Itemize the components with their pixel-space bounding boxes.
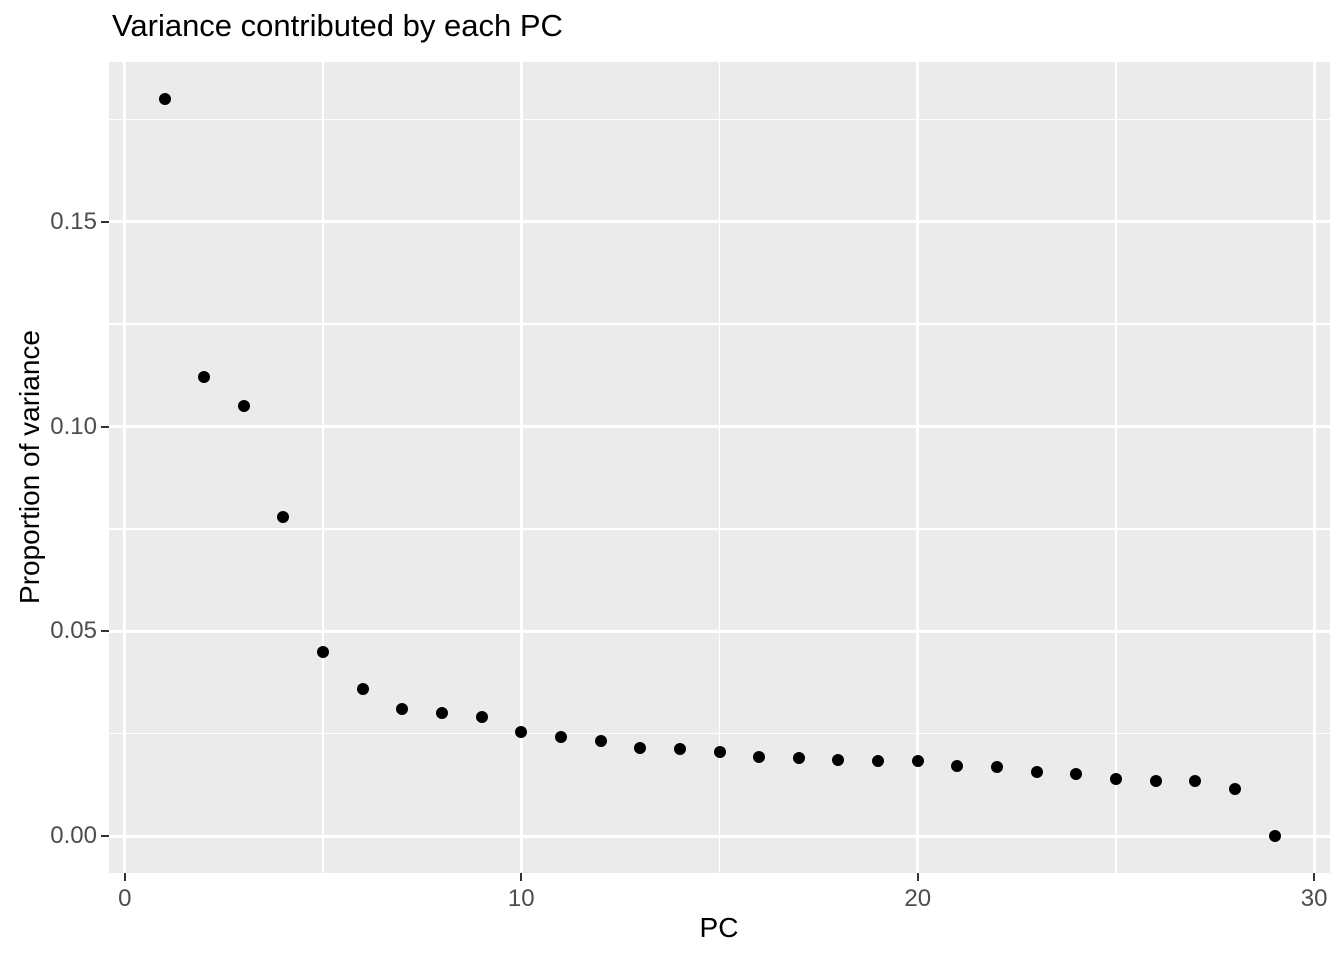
data-point — [1268, 830, 1281, 843]
y-tick-mark — [101, 835, 109, 838]
x-tick-mark — [123, 873, 126, 881]
y-tick-mark — [101, 425, 109, 428]
data-point — [753, 750, 766, 763]
data-point — [317, 645, 330, 658]
x-tick-mark — [1313, 873, 1316, 881]
x-tick-label: 30 — [1300, 885, 1328, 912]
x-tick-mark — [916, 873, 919, 881]
y-tick-label: 0.00 — [50, 822, 97, 850]
data-point — [832, 754, 845, 767]
y-tick-label: 0.10 — [50, 412, 97, 440]
data-point — [1109, 772, 1122, 785]
gridline-minor-vertical — [322, 62, 324, 873]
data-point — [158, 92, 171, 105]
data-point — [951, 760, 964, 773]
data-point — [872, 755, 885, 768]
data-point — [356, 682, 369, 695]
gridline-minor-horizontal — [109, 528, 1330, 530]
data-point — [713, 746, 726, 759]
y-tick-label: 0.15 — [50, 207, 97, 235]
data-point — [475, 711, 488, 724]
x-tick-label: 0 — [118, 885, 132, 912]
gridline-major-vertical — [916, 62, 920, 873]
gridline-major-horizontal — [109, 220, 1330, 224]
y-tick-mark — [101, 220, 109, 223]
y-axis-title: Proportion of variance — [14, 330, 45, 604]
gridline-minor-horizontal — [109, 323, 1330, 325]
data-point — [594, 734, 607, 747]
plot-title: Variance contributed by each PC — [112, 8, 563, 43]
data-point — [277, 510, 290, 523]
x-axis-title: PC — [699, 912, 739, 943]
data-point — [198, 371, 211, 384]
gridline-major-horizontal — [109, 834, 1330, 838]
gridline-minor-vertical — [718, 62, 721, 873]
data-point — [991, 760, 1003, 773]
data-point — [515, 725, 528, 738]
x-tick-mark — [520, 873, 523, 881]
gridline-major-vertical — [1312, 62, 1316, 873]
gridline-major-vertical — [123, 62, 127, 873]
data-point — [673, 743, 686, 756]
y-tick-mark — [101, 630, 109, 633]
gridline-minor-horizontal — [109, 732, 1330, 735]
x-tick-label: 20 — [904, 885, 932, 912]
data-point — [436, 707, 448, 720]
x-tick-label: 10 — [507, 885, 535, 912]
gridline-major-horizontal — [109, 629, 1330, 633]
data-point — [911, 755, 924, 768]
data-point — [237, 400, 250, 413]
plot-panel — [109, 62, 1330, 873]
data-point — [1149, 774, 1162, 787]
data-point — [634, 742, 647, 755]
data-point — [792, 751, 805, 764]
data-point — [1189, 774, 1202, 787]
gridline-minor-horizontal — [109, 118, 1330, 121]
data-point — [396, 703, 409, 716]
data-point — [1228, 782, 1241, 795]
data-point — [1070, 767, 1083, 780]
data-point — [1030, 765, 1043, 778]
gridline-major-horizontal — [109, 425, 1330, 429]
gridline-minor-vertical — [1115, 62, 1117, 873]
data-point — [554, 731, 567, 743]
y-tick-label: 0.05 — [50, 617, 97, 645]
gridline-major-vertical — [519, 62, 523, 873]
